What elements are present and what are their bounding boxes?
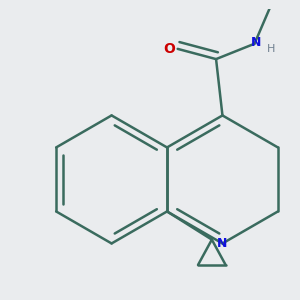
Text: H: H [267, 44, 275, 54]
Text: N: N [217, 237, 228, 250]
Text: O: O [163, 42, 175, 56]
Text: N: N [250, 36, 261, 49]
